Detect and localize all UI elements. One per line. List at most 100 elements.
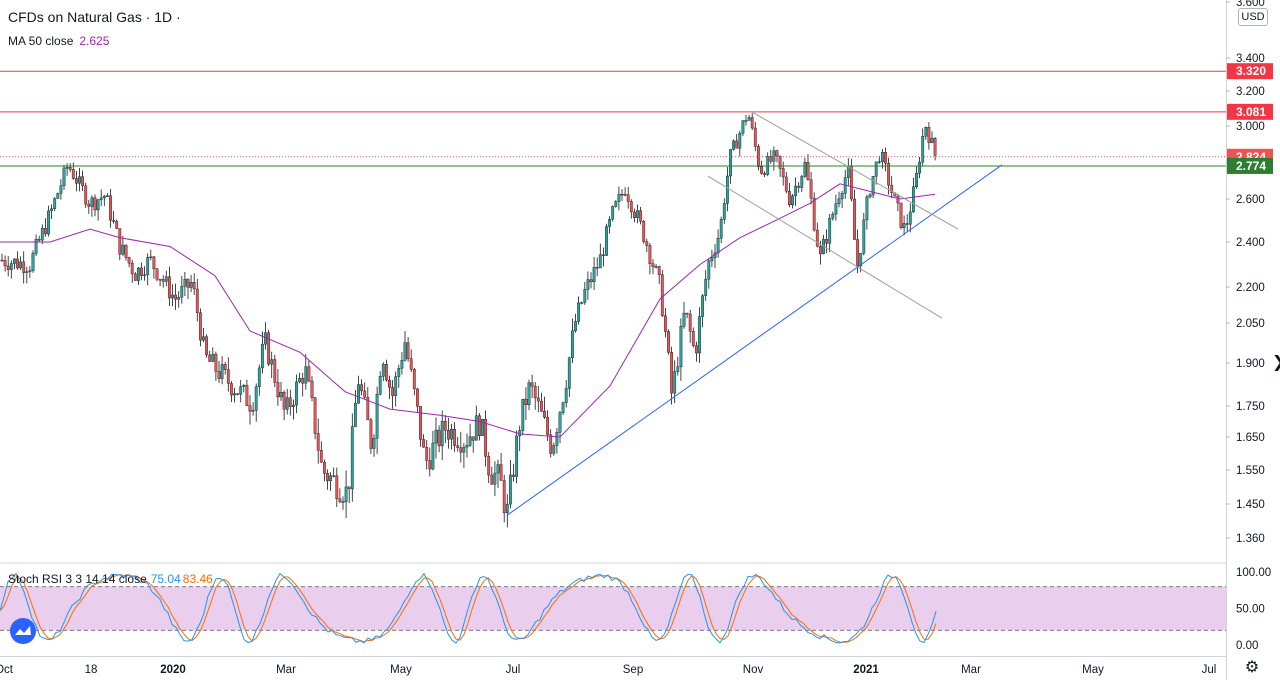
candle-down bbox=[412, 369, 416, 390]
candle-up bbox=[580, 302, 584, 304]
candle-up bbox=[462, 446, 466, 453]
candle-up bbox=[558, 412, 562, 433]
price-label: 2.774 bbox=[1236, 159, 1266, 173]
candle-up bbox=[65, 167, 69, 169]
price-tick-label: 1.650 bbox=[1236, 432, 1265, 444]
candle-up bbox=[242, 385, 246, 387]
candle-up bbox=[183, 278, 187, 287]
candle-up bbox=[871, 176, 875, 196]
candle-down bbox=[229, 383, 233, 396]
candle-down bbox=[453, 429, 456, 446]
candle-down bbox=[161, 279, 165, 282]
price-tick-label: 3.600 bbox=[1236, 0, 1265, 9]
candle-down bbox=[819, 246, 822, 254]
candle-down bbox=[310, 380, 314, 398]
candle-up bbox=[865, 196, 869, 221]
candle-down bbox=[896, 195, 900, 204]
price-label: 3.081 bbox=[1236, 105, 1266, 119]
candle-down bbox=[856, 239, 860, 267]
candle-down bbox=[778, 155, 782, 169]
candle-down bbox=[124, 244, 128, 258]
candle-up bbox=[378, 376, 382, 395]
candle-down bbox=[341, 501, 345, 503]
candle-down bbox=[629, 201, 633, 213]
settings-gear-icon[interactable]: ⚙ bbox=[1244, 659, 1260, 676]
candle-down bbox=[651, 263, 655, 268]
candle-down bbox=[133, 273, 137, 281]
candle-down bbox=[853, 198, 856, 240]
candle-up bbox=[34, 238, 38, 254]
candle-down bbox=[602, 254, 605, 256]
candle-down bbox=[140, 267, 143, 276]
candle-up bbox=[800, 176, 804, 188]
candle-down bbox=[456, 445, 460, 448]
candle-down bbox=[335, 475, 339, 500]
candle-down bbox=[71, 169, 75, 179]
candle-up bbox=[738, 132, 742, 149]
price-tick-label: 1.750 bbox=[1236, 401, 1265, 413]
price-tick-label: 2.200 bbox=[1236, 282, 1265, 294]
candle-down bbox=[540, 400, 543, 412]
candle-down bbox=[890, 184, 894, 193]
candle-up bbox=[564, 388, 568, 403]
candle-up bbox=[90, 197, 94, 207]
price-tick-label: 3.400 bbox=[1236, 53, 1265, 65]
candle-down bbox=[332, 475, 336, 477]
candle-down bbox=[788, 191, 791, 206]
ma-legend[interactable]: MA 50 close 2.625 bbox=[8, 34, 109, 48]
candle-up bbox=[877, 161, 881, 163]
price-tick-label: 3.000 bbox=[1236, 121, 1265, 133]
tradingview-logo-icon[interactable] bbox=[10, 618, 36, 644]
candle-up bbox=[102, 195, 106, 199]
candle-up bbox=[918, 161, 922, 174]
candle-down bbox=[307, 366, 311, 382]
candle-up bbox=[521, 398, 525, 431]
time-tick-label: Mar bbox=[961, 664, 981, 676]
candle-down bbox=[236, 393, 239, 395]
candle-down bbox=[118, 228, 122, 255]
candle-up bbox=[592, 267, 596, 283]
candle-down bbox=[447, 430, 450, 440]
stoch-band-fill bbox=[0, 586, 1226, 631]
candle-down bbox=[22, 261, 26, 273]
candle-up bbox=[56, 193, 60, 199]
candle-up bbox=[741, 120, 745, 134]
price-tick-label: 1.900 bbox=[1236, 358, 1265, 370]
candle-down bbox=[691, 331, 695, 346]
candle-down bbox=[282, 392, 286, 410]
candle-up bbox=[719, 219, 723, 239]
candle-down bbox=[753, 127, 757, 147]
candle-down bbox=[806, 162, 810, 181]
candle-up bbox=[527, 382, 531, 406]
candle-down bbox=[112, 220, 116, 222]
candle-down bbox=[443, 420, 447, 431]
candle-down bbox=[37, 238, 41, 241]
candle-up bbox=[354, 402, 357, 427]
candle-up bbox=[270, 359, 274, 365]
time-tick-label: Nov bbox=[743, 664, 764, 676]
candle-down bbox=[688, 313, 692, 332]
candle-up bbox=[586, 279, 590, 290]
symbol-title[interactable]: CFDs on Natural Gas · 1D · bbox=[8, 9, 181, 25]
candle-up bbox=[233, 393, 236, 396]
candle-up bbox=[474, 415, 478, 441]
candle-down bbox=[288, 397, 292, 407]
candle-up bbox=[304, 366, 308, 384]
candle-up bbox=[62, 167, 66, 186]
candle-up bbox=[397, 368, 401, 377]
price-tick-label: 3.200 bbox=[1236, 86, 1265, 98]
candle-down bbox=[884, 152, 887, 164]
candle-up bbox=[744, 120, 748, 122]
candle-up bbox=[722, 203, 726, 220]
candle-down bbox=[459, 447, 463, 453]
scroll-handle-icon[interactable]: ❯ bbox=[1272, 352, 1280, 374]
candle-up bbox=[78, 176, 81, 184]
stoch-legend[interactable]: Stoch RSI 3 3 14 14 close 75.04 83.46 bbox=[8, 572, 213, 586]
candle-down bbox=[589, 279, 593, 283]
currency-badge[interactable]: USD bbox=[1238, 8, 1268, 26]
candle-up bbox=[468, 436, 472, 446]
candle-down bbox=[109, 195, 112, 221]
candle-down bbox=[276, 382, 280, 398]
candle-up bbox=[679, 326, 683, 368]
